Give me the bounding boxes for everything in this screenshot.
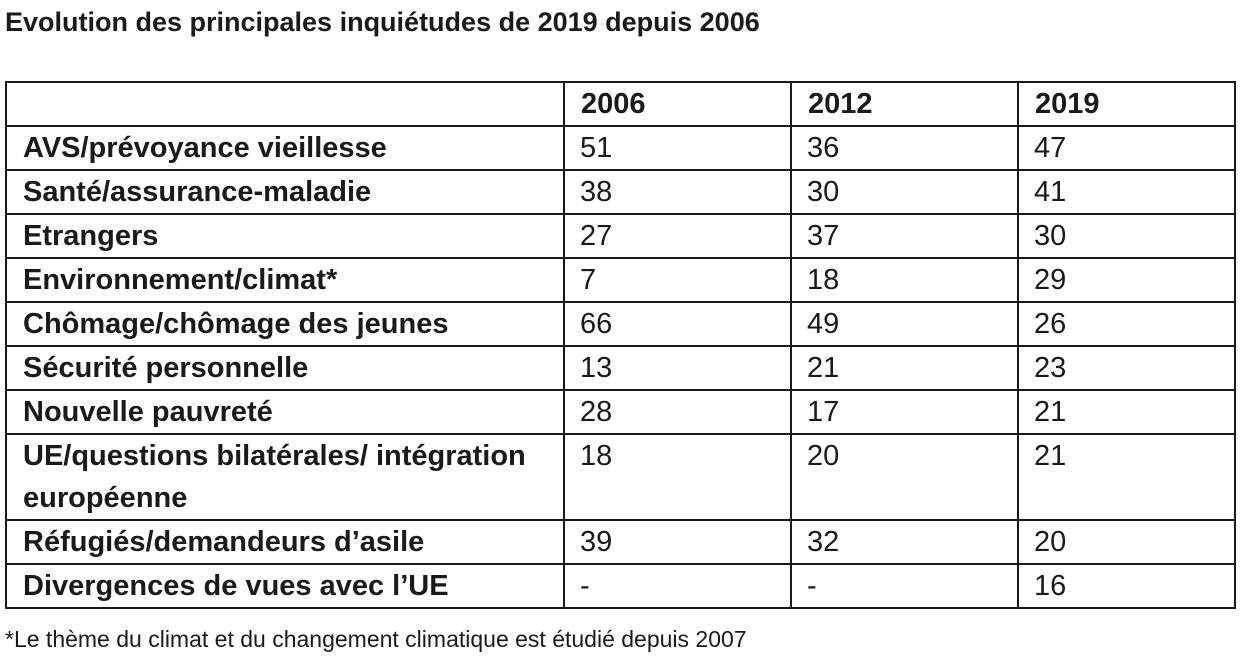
row-label: Nouvelle pauvreté: [5, 389, 565, 435]
table-row: Chômage/chômage des jeunes 66 49 26: [5, 301, 1236, 347]
table-row: Santé/assurance-maladie 38 30 41: [5, 169, 1236, 215]
table-row: Sécurité personnelle 13 21 23: [5, 345, 1236, 391]
row-label: AVS/prévoyance vieillesse: [5, 125, 565, 171]
value-2006: 28: [563, 389, 792, 435]
value-2012: 18: [790, 257, 1019, 303]
value-2006: 38: [563, 169, 792, 215]
value-2019: 29: [1017, 257, 1236, 303]
row-label: Réfugiés/demandeurs d’asile: [5, 519, 565, 565]
row-label: UE/questions bilatérales/ intégration eu…: [5, 433, 565, 521]
document-title: Evolution des principales inquiétudes de…: [5, 7, 760, 37]
table-row: Réfugiés/demandeurs d’asile 39 32 20: [5, 519, 1236, 565]
table-row: Divergences de vues avec l’UE - - 16: [5, 563, 1236, 609]
table-row: Etrangers 27 37 30: [5, 213, 1236, 259]
value-2012: 32: [790, 519, 1019, 565]
value-2012: -: [790, 563, 1019, 609]
table-header-row: 2006 2012 2019: [5, 81, 1236, 127]
header-cell-topic: [5, 81, 565, 127]
value-2006: 51: [563, 125, 792, 171]
value-2012: 37: [790, 213, 1019, 259]
value-2006: 18: [563, 433, 792, 521]
value-2019: 21: [1017, 389, 1236, 435]
row-label: Environnement/climat*: [5, 257, 565, 303]
value-2019: 30: [1017, 213, 1236, 259]
row-label: Chômage/chômage des jeunes: [5, 301, 565, 347]
value-2019: 26: [1017, 301, 1236, 347]
worries-table: 2006 2012 2019 AVS/prévoyance vieillesse…: [5, 81, 1236, 609]
value-2019: 21: [1017, 433, 1236, 521]
row-label: Sécurité personnelle: [5, 345, 565, 391]
value-2006: 66: [563, 301, 792, 347]
value-2019: 41: [1017, 169, 1236, 215]
value-2012: 21: [790, 345, 1019, 391]
value-2006: 13: [563, 345, 792, 391]
value-2019: 23: [1017, 345, 1236, 391]
value-2012: 17: [790, 389, 1019, 435]
value-2006: 7: [563, 257, 792, 303]
value-2012: 30: [790, 169, 1019, 215]
value-2019: 20: [1017, 519, 1236, 565]
row-label: Divergences de vues avec l’UE: [5, 563, 565, 609]
value-2012: 49: [790, 301, 1019, 347]
table-row: Nouvelle pauvreté 28 17 21: [5, 389, 1236, 435]
header-cell-2019: 2019: [1017, 81, 1236, 127]
value-2012: 20: [790, 433, 1019, 521]
footnote: *Le thème du climat et du changement cli…: [5, 626, 747, 652]
table-row: Environnement/climat* 7 18 29: [5, 257, 1236, 303]
row-label: Etrangers: [5, 213, 565, 259]
header-cell-2006: 2006: [563, 81, 792, 127]
row-label: Santé/assurance-maladie: [5, 169, 565, 215]
table-row: UE/questions bilatérales/ intégration eu…: [5, 433, 1236, 521]
table-row: AVS/prévoyance vieillesse 51 36 47: [5, 125, 1236, 171]
value-2012: 36: [790, 125, 1019, 171]
value-2006: 27: [563, 213, 792, 259]
value-2019: 47: [1017, 125, 1236, 171]
header-cell-2012: 2012: [790, 81, 1019, 127]
value-2006: -: [563, 563, 792, 609]
value-2019: 16: [1017, 563, 1236, 609]
value-2006: 39: [563, 519, 792, 565]
